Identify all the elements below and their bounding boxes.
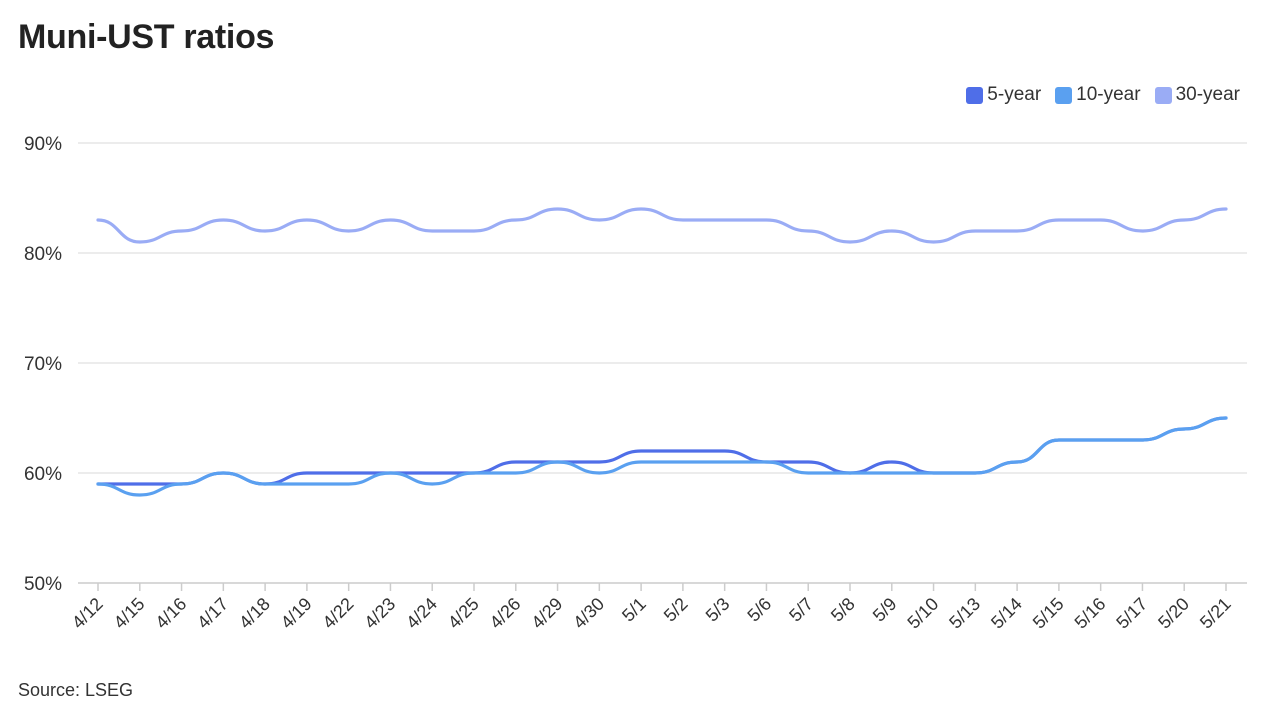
y-tick-label-80: 80% bbox=[24, 244, 62, 265]
x-tick-label-0: 4/12 bbox=[68, 594, 107, 633]
x-tick-label-15: 5/3 bbox=[702, 594, 734, 626]
x-tick-label-12: 4/30 bbox=[569, 594, 608, 633]
legend-swatch-30-year bbox=[1154, 86, 1172, 104]
x-tick-label-1: 4/15 bbox=[110, 594, 149, 633]
x-tick-label-7: 4/23 bbox=[360, 594, 399, 633]
x-tick-label-13: 5/1 bbox=[618, 594, 650, 626]
source-note: Source: LSEG bbox=[18, 680, 134, 700]
x-tick-label-19: 5/9 bbox=[869, 594, 901, 626]
legend-label-5-year: 5-year bbox=[987, 84, 1042, 105]
x-tick-label-26: 5/20 bbox=[1154, 594, 1193, 633]
x-tick-label-9: 4/25 bbox=[444, 594, 483, 633]
x-tick-label-27: 5/21 bbox=[1196, 594, 1235, 633]
legend-label-30-year: 30-year bbox=[1175, 84, 1240, 105]
x-tick-label-18: 5/8 bbox=[827, 594, 859, 626]
x-tick-label-6: 4/22 bbox=[319, 594, 358, 633]
x-tick-label-5: 4/19 bbox=[277, 594, 316, 633]
legend: 5-year 10-year 30-year bbox=[966, 84, 1240, 106]
x-tick-label-24: 5/16 bbox=[1071, 594, 1110, 633]
x-tick-label-11: 4/29 bbox=[527, 594, 566, 633]
x-tick-label-10: 4/26 bbox=[486, 594, 525, 633]
legend-item-10-year[interactable]: 10-year bbox=[1055, 84, 1141, 106]
chart-title: Muni-UST ratios bbox=[18, 18, 275, 56]
x-tick-label-23: 5/15 bbox=[1029, 594, 1068, 633]
x-tick-label-21: 5/13 bbox=[945, 594, 984, 633]
legend-swatch-10-year bbox=[1055, 86, 1073, 104]
legend-swatch-5-year bbox=[966, 86, 984, 104]
legend-item-5-year[interactable]: 5-year bbox=[966, 84, 1041, 106]
x-tick-label-8: 4/24 bbox=[402, 594, 441, 633]
series-line-10-year bbox=[96, 416, 1228, 497]
x-tick-label-17: 5/7 bbox=[785, 594, 817, 626]
x-tick-label-3: 4/17 bbox=[193, 594, 232, 633]
x-tick-label-16: 5/6 bbox=[743, 594, 775, 626]
x-tick-label-25: 5/17 bbox=[1112, 594, 1151, 633]
y-tick-label-90: 90% bbox=[24, 134, 62, 155]
series-line-30-year bbox=[96, 207, 1228, 244]
series-line-5-year bbox=[96, 416, 1228, 486]
x-tick-label-22: 5/14 bbox=[987, 594, 1026, 633]
x-tick-label-14: 5/2 bbox=[660, 594, 692, 626]
legend-label-10-year: 10-year bbox=[1076, 84, 1141, 105]
legend-item-30-year[interactable]: 30-year bbox=[1154, 84, 1240, 106]
y-tick-label-50: 50% bbox=[24, 574, 62, 595]
x-tick-label-20: 5/10 bbox=[903, 594, 942, 633]
y-tick-label-60: 60% bbox=[24, 464, 62, 485]
y-tick-label-70: 70% bbox=[24, 354, 62, 375]
x-tick-label-4: 4/18 bbox=[235, 594, 274, 633]
x-tick-label-2: 4/16 bbox=[151, 594, 190, 633]
